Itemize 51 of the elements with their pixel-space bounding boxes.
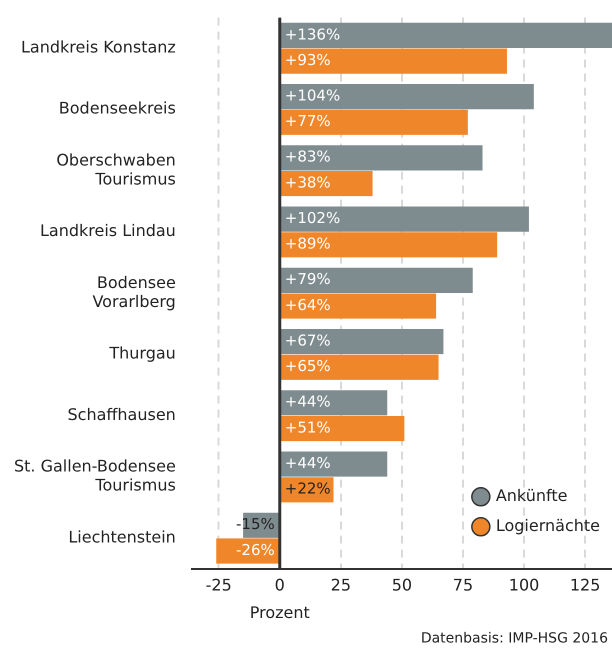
data-label: +104%: [284, 86, 340, 104]
bar: [280, 48, 507, 74]
bar: [280, 22, 612, 48]
y-tick-label: Bodensee Vorarlberg: [92, 272, 176, 311]
data-label: +102%: [284, 208, 340, 227]
data-label: +65%: [284, 357, 331, 376]
data-label: +64%: [284, 296, 331, 314]
bar: [280, 416, 404, 442]
y-tick-label: Schaffhausen: [67, 404, 176, 424]
legend-label: Logiernächte: [496, 516, 600, 535]
bar: [280, 328, 444, 354]
y-tick-label: Landkreis Konstanz: [21, 37, 176, 56]
bar: [280, 390, 388, 416]
bar: [280, 232, 498, 258]
data-label: +136%: [284, 25, 340, 44]
x-tick-label: 125: [570, 576, 600, 595]
data-label: +83%: [284, 148, 331, 166]
data-label: +51%: [284, 418, 331, 436]
bar: [280, 451, 388, 477]
data-label: +77%: [284, 112, 331, 130]
data-label: +67%: [284, 331, 331, 350]
bar: [280, 145, 483, 170]
bar: [280, 268, 473, 293]
data-label: -26%: [236, 540, 275, 559]
y-tick-label: Liechtenstein: [68, 527, 176, 546]
legend-label: Ankünfte: [496, 486, 568, 505]
y-tick-label: St. Gallen-Bodensee Tourismus: [14, 456, 176, 495]
x-tick-label: 50: [392, 576, 412, 595]
text: Datenbasis: IMP-HSG 2016: [420, 630, 608, 647]
y-tick-label: Landkreis Lindau: [40, 221, 176, 240]
data-label: +44%: [284, 454, 331, 472]
data-label: +89%: [284, 234, 331, 253]
y-tick-label: Thurgau: [108, 344, 176, 363]
data-label: +44%: [284, 392, 331, 411]
y-tick-label: Bodenseekreis: [58, 98, 176, 118]
data-label: +22%: [284, 480, 331, 498]
y-tick-label: Oberschwaben Tourismus: [56, 150, 176, 188]
bar: [280, 293, 436, 319]
x-tick-label: 100: [508, 576, 540, 595]
x-tick-label: 0: [274, 576, 285, 595]
data-label: +38%: [284, 173, 331, 192]
bar: [280, 354, 439, 380]
data-label: +79%: [284, 270, 331, 288]
x-tick-label: -25: [206, 576, 232, 595]
data-label: +93%: [284, 50, 331, 69]
x-axis-title: Prozent: [250, 603, 310, 622]
bar: [280, 206, 529, 232]
bar: [280, 110, 468, 135]
bar: [280, 84, 534, 110]
x-tick-label: 75: [452, 576, 474, 595]
x-tick-label: 25: [330, 576, 352, 595]
